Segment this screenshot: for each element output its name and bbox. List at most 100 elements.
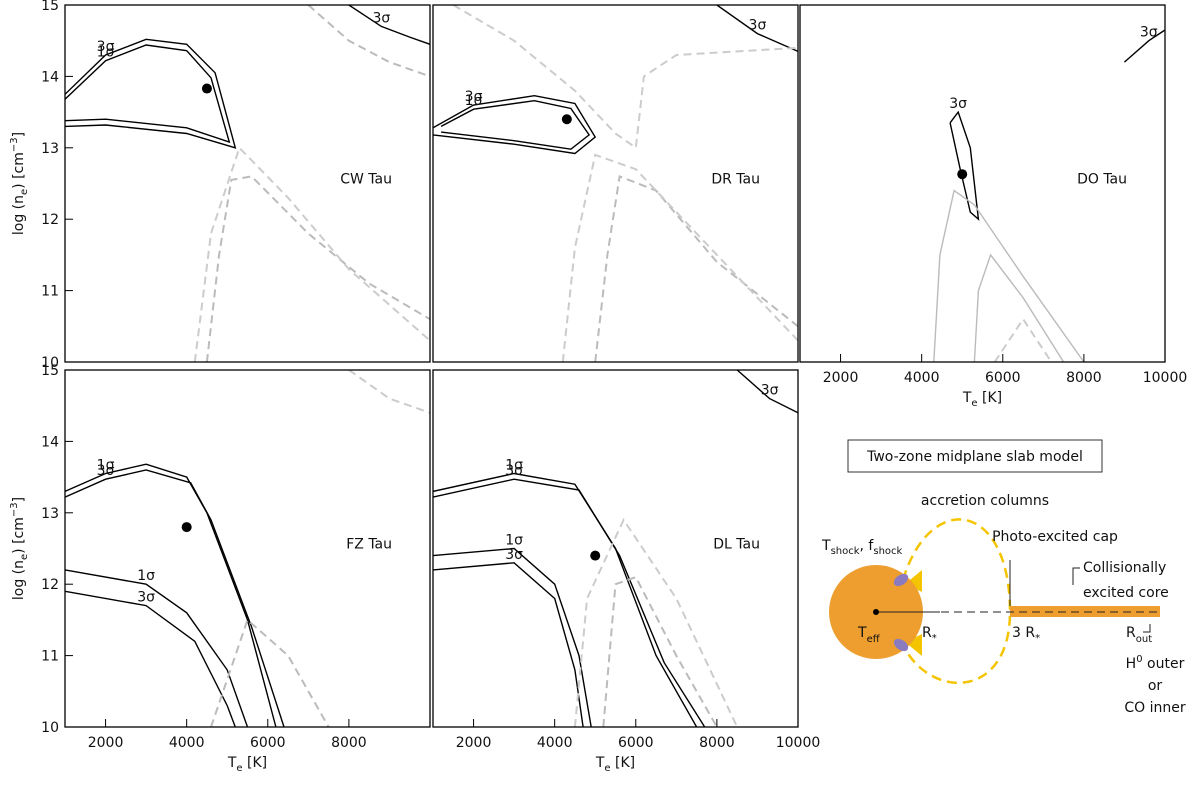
contour bbox=[433, 94, 597, 155]
contour bbox=[440, 99, 591, 150]
y-tick-label: 12 bbox=[41, 212, 59, 228]
panel-title: DR Tau bbox=[711, 172, 760, 188]
contour bbox=[348, 370, 430, 414]
label: Teff bbox=[857, 625, 881, 645]
label: Rout bbox=[1126, 625, 1152, 645]
axis-title-part: e bbox=[971, 398, 977, 409]
x-tick-label: 8000 bbox=[699, 735, 735, 751]
axis-title-part: [K] bbox=[243, 755, 268, 771]
axis-title-part: ] bbox=[11, 132, 27, 137]
center bbox=[873, 609, 879, 615]
t: T bbox=[857, 625, 867, 641]
axis-title-part: T bbox=[962, 390, 972, 406]
contour bbox=[573, 517, 739, 727]
y-tick-label: 15 bbox=[41, 363, 59, 379]
x-tick-label: 10000 bbox=[776, 735, 821, 751]
contour-label: 3σ bbox=[505, 547, 523, 563]
hotspot bbox=[893, 573, 909, 587]
best-fit-point bbox=[590, 550, 601, 561]
contour-label: 1σ bbox=[97, 458, 115, 474]
panel-title: DO Tau bbox=[1077, 172, 1127, 188]
x-tick-label: 2000 bbox=[88, 735, 124, 751]
axis-title-part: [K] bbox=[978, 390, 1003, 406]
x-tick-label: 6000 bbox=[250, 735, 286, 751]
sub: * bbox=[932, 633, 937, 644]
contour-label: 3σ bbox=[97, 39, 115, 55]
sub: * bbox=[1035, 633, 1040, 644]
contour bbox=[602, 575, 718, 727]
contour bbox=[1123, 29, 1165, 63]
contour-label: 3σ bbox=[465, 89, 483, 105]
axis-title-part: e bbox=[19, 189, 30, 195]
axis-title: Te [K] bbox=[227, 755, 267, 774]
label: R* bbox=[922, 625, 937, 644]
x-tick-label: 8000 bbox=[331, 735, 367, 751]
y-tick-label: 14 bbox=[41, 69, 59, 85]
frame bbox=[64, 369, 431, 728]
contour bbox=[933, 189, 1085, 362]
axis-title-part: T bbox=[595, 755, 605, 771]
axis-title: Te [K] bbox=[962, 390, 1002, 409]
contour bbox=[65, 469, 285, 727]
t: outer bbox=[1143, 656, 1185, 672]
label: 3 R* bbox=[1012, 625, 1040, 644]
axis-title-part: ) [cm bbox=[11, 517, 27, 554]
t: H bbox=[1126, 656, 1137, 672]
contour bbox=[736, 370, 798, 414]
arrow bbox=[905, 634, 922, 656]
y-tick-label: 13 bbox=[41, 506, 59, 522]
contour-label: 1σ bbox=[505, 458, 523, 474]
contour bbox=[433, 478, 706, 727]
y-tick-label: 14 bbox=[41, 434, 59, 450]
hotspot bbox=[893, 638, 909, 652]
best-fit-point bbox=[181, 522, 192, 533]
t: R bbox=[922, 625, 932, 641]
y-tick-label: 12 bbox=[41, 577, 59, 593]
axis-title-part: ] bbox=[11, 497, 27, 502]
contour bbox=[210, 618, 330, 727]
t: R bbox=[1126, 625, 1136, 641]
contour bbox=[561, 153, 798, 362]
y-tick-label: 11 bbox=[41, 284, 59, 300]
sub: eff bbox=[867, 634, 881, 645]
label: Collisionally bbox=[1083, 560, 1166, 576]
axis-title-part: e bbox=[236, 763, 242, 774]
x-tick-label: 6000 bbox=[985, 370, 1021, 386]
sup: 0 bbox=[1136, 654, 1142, 665]
x-tick-label: 4000 bbox=[904, 370, 940, 386]
axis-title: Te [K] bbox=[595, 755, 635, 774]
x-tick-label: 10000 bbox=[1143, 370, 1188, 386]
plot-area: 3σ 3σ bbox=[933, 25, 1165, 362]
contour bbox=[65, 569, 249, 727]
contour bbox=[452, 5, 798, 150]
y-tick-label: 10 bbox=[41, 720, 59, 736]
frame bbox=[432, 369, 799, 728]
sub: shock bbox=[873, 546, 902, 557]
contour bbox=[594, 175, 798, 362]
label: accretion columns bbox=[921, 493, 1049, 509]
contour bbox=[433, 547, 592, 727]
pointer bbox=[1072, 567, 1080, 585]
contour-label: 3σ bbox=[761, 383, 779, 399]
contour-label: 1σ bbox=[465, 93, 483, 109]
axis-title-part: e bbox=[19, 554, 30, 560]
contour bbox=[193, 145, 430, 362]
t: 3 R bbox=[1012, 625, 1035, 641]
contour bbox=[348, 5, 430, 45]
contour bbox=[973, 253, 1065, 362]
contour-label: 3σ bbox=[372, 10, 390, 26]
t: , f bbox=[860, 538, 875, 554]
x-tick-label: 2000 bbox=[823, 370, 859, 386]
pointer bbox=[1143, 624, 1151, 633]
panel: 3σ 3σ 2000 4000 6000 8000 10000 DO Tau Te [K] bbox=[799, 4, 1188, 409]
axis-title-part: −3 bbox=[9, 502, 20, 517]
contour bbox=[949, 110, 980, 221]
